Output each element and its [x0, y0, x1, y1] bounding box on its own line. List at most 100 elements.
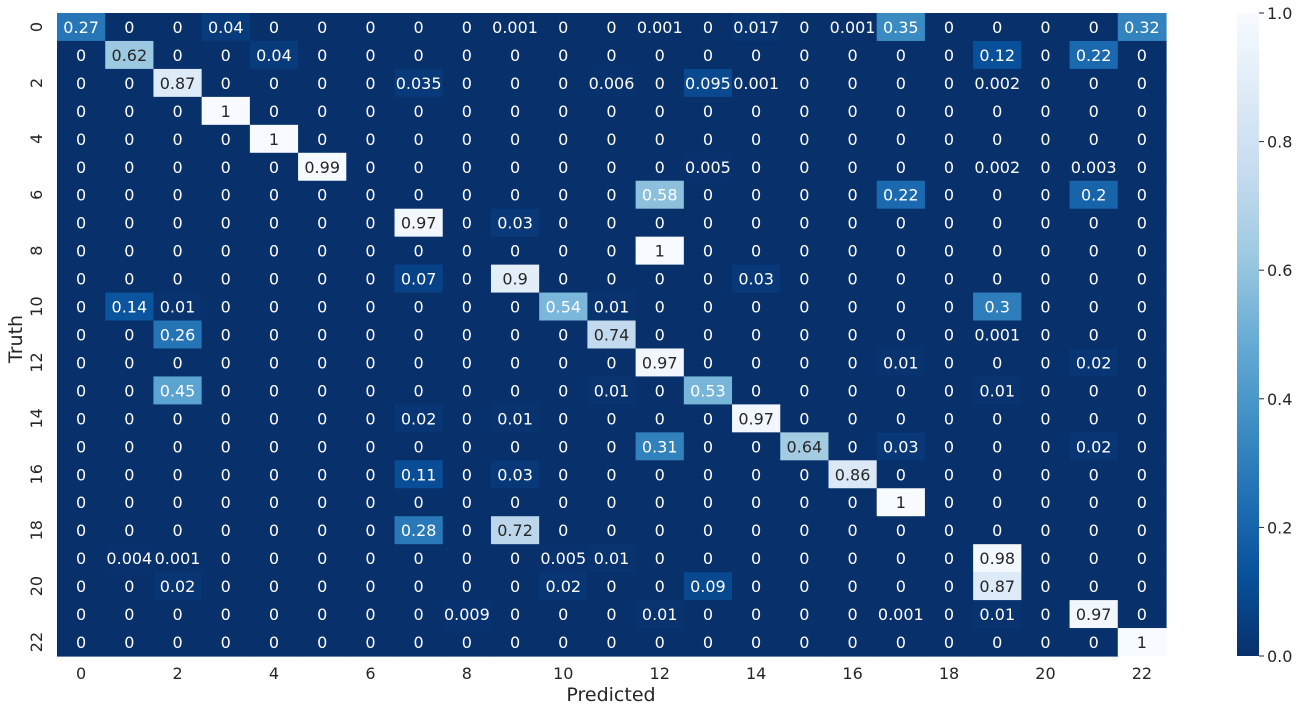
cell-value-label: 0: [510, 326, 520, 345]
cell-value-label: 0: [703, 242, 713, 261]
heatmap-cell: [153, 13, 203, 42]
x-tick-label: 8: [462, 664, 472, 683]
heatmap-cell: [249, 96, 299, 126]
cell-value-label: 0.02: [160, 577, 196, 596]
cell-value-label: 0: [221, 186, 231, 205]
cell-value-label: 0: [1137, 437, 1147, 456]
heatmap-cell: [57, 320, 106, 350]
cell-value-label: 0: [1089, 493, 1099, 512]
cell-value-label: 0.004: [106, 549, 152, 568]
heatmap-cell: [490, 320, 540, 350]
heatmap-cell: [201, 236, 251, 266]
cell-value-label: 0: [124, 437, 134, 456]
heatmap-cell: [1021, 13, 1071, 42]
heatmap-cell: [973, 544, 1022, 573]
heatmap-cell: [442, 572, 492, 601]
cell-value-label: 0: [1089, 298, 1099, 317]
heatmap-cell: [924, 236, 974, 266]
heatmap-cell: [828, 180, 878, 210]
cell-value-label: 0: [221, 46, 231, 65]
cell-value-label: 0: [799, 353, 809, 372]
cell-value-label: 0: [365, 18, 375, 37]
heatmap-cell: [732, 13, 781, 42]
cell-value-label: 0: [462, 298, 472, 317]
cell-value-label: 0: [606, 186, 616, 205]
cell-value-label: 0: [269, 633, 279, 652]
cell-value-label: 0: [365, 465, 375, 484]
heatmap-cell: [346, 348, 396, 378]
heatmap-cell: [249, 236, 299, 266]
heatmap-cell: [105, 376, 155, 405]
cell-value-label: 0: [124, 521, 134, 540]
cell-value-label: 0: [414, 18, 424, 37]
heatmap-cell: [780, 376, 830, 405]
cell-value-label: 0: [606, 465, 616, 484]
cell-value-label: 0: [269, 605, 279, 624]
heatmap-cell: [732, 572, 781, 601]
heatmap-cell: [587, 460, 637, 489]
heatmap-cell: [1117, 124, 1167, 154]
cell-value-label: 0: [992, 102, 1002, 121]
cell-value-label: 0.03: [497, 465, 533, 484]
cell-value-label: 0: [172, 186, 182, 205]
heatmap-cell: [490, 40, 540, 70]
x-tick-label: 4: [269, 664, 279, 683]
heatmap-cell: [876, 208, 926, 238]
cell-value-label: 0: [414, 242, 424, 261]
heatmap-cell: [201, 432, 251, 461]
heatmap-cell: [828, 40, 878, 70]
cell-value-label: 0: [799, 130, 809, 149]
heatmap-cell: [973, 152, 1022, 182]
cell-value-label: 0: [558, 130, 568, 149]
cell-value-label: 0: [462, 186, 472, 205]
heatmap-cell: [924, 292, 974, 322]
heatmap-cell: [249, 320, 299, 350]
heatmap-cell: [442, 124, 492, 154]
cell-value-label: 0: [269, 102, 279, 121]
cell-value-label: 0: [655, 521, 665, 540]
heatmap-cell-labels: 0.27 0 0 0.04 0 0 0 0 0 0.001 0 0 0.001 0 0.017 0 0.001 0…: [63, 18, 1159, 652]
cell-value-label: 0.03: [883, 437, 919, 456]
cell-value-label: 0: [462, 577, 472, 596]
cell-value-label: 0: [799, 186, 809, 205]
cell-value-label: 0: [1040, 74, 1050, 93]
cell-value-label: 0: [558, 605, 568, 624]
heatmap-cell: [539, 600, 588, 629]
heatmap-cell: [732, 96, 781, 126]
cell-value-label: 0.005: [540, 549, 586, 568]
cell-value-label: 0: [76, 74, 86, 93]
heatmap-cell: [876, 292, 926, 322]
heatmap-cell: [828, 348, 878, 378]
x-tick-label: 20: [1035, 664, 1055, 683]
heatmap-cell: [249, 488, 299, 517]
cell-value-label: 0.001: [974, 326, 1020, 345]
cell-value-label: 0: [751, 130, 761, 149]
cell-value-label: 0: [317, 633, 327, 652]
heatmap-cell: [587, 264, 637, 294]
heatmap-cell: [1117, 348, 1167, 378]
cell-value-label: 0: [124, 74, 134, 93]
heatmap-cell: [539, 96, 588, 126]
cell-value-label: 0: [221, 353, 231, 372]
heatmap-cell: [394, 544, 444, 573]
heatmap-cell: [249, 348, 299, 378]
cell-value-label: 0: [847, 549, 857, 568]
cell-value-label: 0: [462, 242, 472, 261]
heatmap-cell: [201, 320, 251, 350]
cell-value-label: 0: [317, 18, 327, 37]
cell-value-label: 0: [944, 158, 954, 177]
heatmap-cell: [394, 404, 444, 433]
heatmap-cell: [539, 348, 588, 378]
cell-value-label: 0: [1137, 409, 1147, 428]
heatmap-cell: [539, 68, 588, 98]
x-tick-label: 0: [76, 664, 86, 683]
cell-value-label: 0: [510, 298, 520, 317]
heatmap-cell: [201, 572, 251, 601]
heatmap-cell: [780, 124, 830, 154]
heatmap-cell: [346, 460, 396, 489]
cell-value-label: 0: [944, 270, 954, 289]
cell-value-label: 0: [1137, 186, 1147, 205]
heatmap-cell: [780, 460, 830, 489]
heatmap-cell: [780, 180, 830, 210]
heatmap-cell: [1069, 292, 1119, 322]
